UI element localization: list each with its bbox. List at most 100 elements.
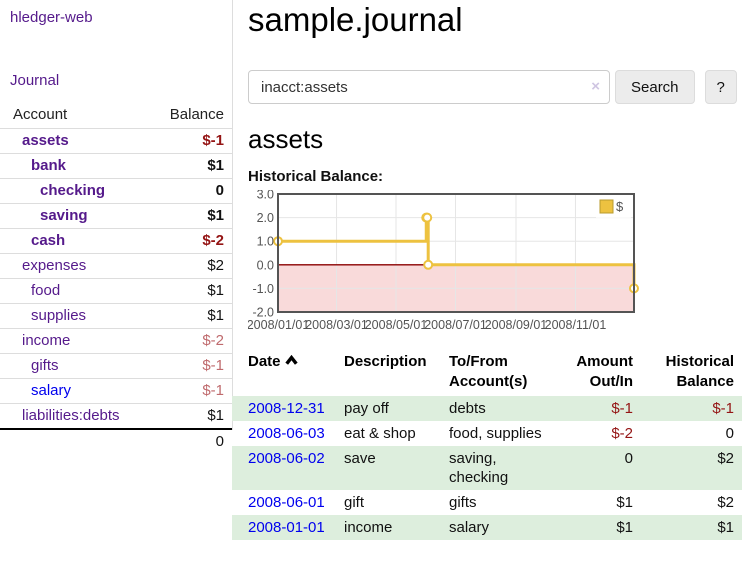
accounts-header-balance: Balance	[169, 106, 224, 123]
register-accounts-cell: food, supplies	[449, 425, 542, 442]
y-tick-label: 0.0	[257, 258, 274, 272]
x-tick-label: 2008/05/01	[365, 318, 428, 332]
account-row: salary $-1	[0, 378, 232, 404]
register-description-cell: income	[344, 515, 449, 540]
register-amount-cell: $-2	[611, 425, 633, 442]
y-tick-label: 1.0	[257, 235, 274, 249]
register-header-amount: Amount Out/In	[576, 353, 633, 390]
y-tick-label: -2.0	[252, 306, 274, 320]
account-row: cash $-2	[0, 228, 232, 254]
register-accounts-cell: salary	[449, 515, 561, 540]
account-balance: $1	[207, 307, 224, 324]
transaction-date-link[interactable]: 2008-12-31	[248, 400, 325, 417]
x-tick-label: 2008/09/01	[485, 318, 548, 332]
register-amount-cell: $-1	[561, 396, 641, 421]
y-tick-label: -1.0	[252, 282, 274, 296]
main-content: sample.journal × Search ? assets Histori…	[232, 0, 742, 540]
register-description-cell: eat & shop	[344, 425, 416, 442]
register-row: 2008-06-01 gift gifts $1 $2	[232, 490, 742, 515]
account-balance: $-2	[202, 232, 224, 249]
account-link-expenses[interactable]: expenses	[22, 257, 87, 274]
accounts-header-row: Account Balance	[0, 102, 232, 129]
search-box: ×	[248, 70, 610, 104]
register-header-accounts: To/From Account(s)	[449, 353, 528, 390]
account-row: assets $-1	[0, 128, 232, 154]
account-balance: $-2	[202, 332, 224, 349]
register-header-description: Description	[344, 353, 427, 370]
account-link-salary[interactable]: salary	[31, 382, 72, 399]
account-link-income[interactable]: income	[22, 332, 71, 349]
x-tick-label: 2008/01/01	[248, 318, 309, 332]
app-title-link[interactable]: hledger-web	[10, 9, 93, 26]
legend-label: $	[616, 199, 624, 214]
register-row: 2008-01-01 income salary $1 $1	[232, 515, 742, 540]
register-accounts-cell: saving, checking	[449, 446, 561, 490]
x-tick-label: 2008/11/01	[545, 318, 607, 332]
historical-balance-chart[interactable]: $3.0 2.0 1.0 0.0 -1.0 -2.02008/01/012008/03/0…	[248, 190, 640, 340]
accounts-total-spacer	[0, 428, 156, 454]
account-balance: 0	[215, 182, 224, 199]
sidebar-item-journal[interactable]: Journal	[10, 72, 60, 89]
register-description-cell: pay off	[344, 396, 449, 421]
account-link-saving[interactable]: saving	[40, 207, 88, 224]
account-balance: $1	[207, 282, 224, 299]
transaction-date-link[interactable]: 2008-06-01	[248, 494, 325, 511]
register-accounts-cell: debts	[449, 396, 561, 421]
legend-swatch	[599, 199, 614, 214]
account-link-liabilities-debts[interactable]: liabilities:debts	[22, 407, 120, 424]
account-balance: $1	[207, 407, 224, 424]
transaction-date-link[interactable]: 2008-01-01	[248, 519, 325, 536]
register-header-row: Date Description To/From Account(s) Amou…	[232, 350, 742, 396]
register-row: 2008-06-02 save saving, checking 0 $2	[232, 446, 742, 490]
register-accounts-cell: gifts	[449, 494, 477, 511]
y-tick-label: 2.0	[257, 211, 274, 225]
register-date-cell: 2008-06-01	[232, 490, 344, 515]
register-balance-cell: $1	[641, 515, 742, 540]
account-row: gifts $-1	[0, 353, 232, 379]
register-amount-cell: 0	[561, 446, 641, 490]
register-description-cell: save	[344, 446, 449, 490]
search-form: × Search ?	[248, 70, 742, 104]
register-date-cell: 2008-01-01	[232, 515, 344, 540]
account-heading: assets	[248, 124, 324, 154]
sort-ascending-icon	[284, 354, 298, 365]
account-balance: $-1	[202, 382, 224, 399]
clear-search-icon[interactable]: ×	[591, 78, 600, 95]
register-description-cell: gift	[344, 494, 365, 511]
register-header-date[interactable]: Date	[232, 350, 344, 396]
accounts-table: Account Balance assets $-1 bank $1 checking 0…	[0, 102, 232, 454]
register-row: 2008-06-03 eat & shop food, supplies $-2 0	[232, 421, 742, 446]
register-balance-cell: $2	[717, 494, 734, 511]
account-row: supplies $1	[0, 303, 232, 329]
account-balance: $2	[207, 257, 224, 274]
account-link-food[interactable]: food	[31, 282, 61, 299]
register-row: 2008-12-31 pay off debts $-1 $-1	[232, 396, 742, 421]
account-balance: $1	[207, 157, 224, 174]
sidebar-divider	[232, 0, 233, 430]
account-row: bank $1	[0, 153, 232, 179]
accounts-total-row: 0	[0, 428, 232, 454]
data-point-marker[interactable]	[422, 212, 433, 223]
transaction-date-link[interactable]: 2008-06-02	[248, 450, 325, 467]
help-button[interactable]: ?	[704, 70, 737, 104]
account-row: expenses $2	[0, 253, 232, 279]
x-tick-label: 2008/03/01	[305, 318, 368, 332]
chart-title: Historical Balance:	[248, 168, 384, 185]
plot-border	[277, 193, 635, 313]
y-tick-label: 3.0	[257, 190, 274, 202]
transaction-date-link[interactable]: 2008-06-03	[248, 425, 325, 442]
register-header-balance: Historical Balance	[665, 353, 734, 390]
account-link-gifts[interactable]: gifts	[31, 357, 59, 374]
search-button[interactable]: Search	[615, 70, 695, 104]
account-row: liabilities:debts $1	[0, 403, 232, 430]
data-point-marker[interactable]	[423, 259, 434, 270]
account-link-supplies[interactable]: supplies	[31, 307, 87, 324]
account-link-checking[interactable]: checking	[40, 182, 106, 199]
page-title: sample.journal	[248, 1, 463, 38]
search-input[interactable]	[248, 70, 610, 104]
account-link-assets[interactable]: assets	[22, 132, 69, 149]
account-link-cash[interactable]: cash	[31, 232, 66, 249]
account-link-bank[interactable]: bank	[31, 157, 67, 174]
register-amount-cell: $1	[561, 515, 641, 540]
register-balance-cell: $-1	[641, 396, 742, 421]
